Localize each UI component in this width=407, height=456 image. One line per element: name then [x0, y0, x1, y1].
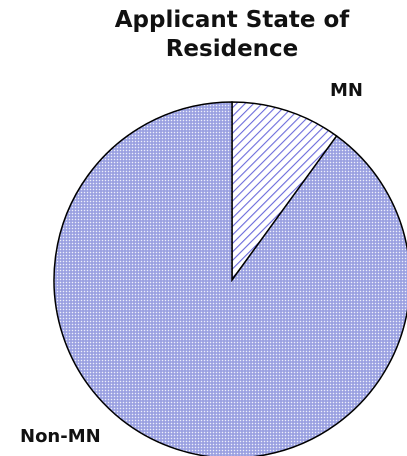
slice-label: Non-MN — [20, 426, 101, 447]
pie-slice — [53, 101, 407, 456]
chart-title: Applicant State of Residence — [114, 7, 350, 62]
pie-slice — [231, 101, 338, 283]
slice-label: MN — [330, 80, 363, 101]
